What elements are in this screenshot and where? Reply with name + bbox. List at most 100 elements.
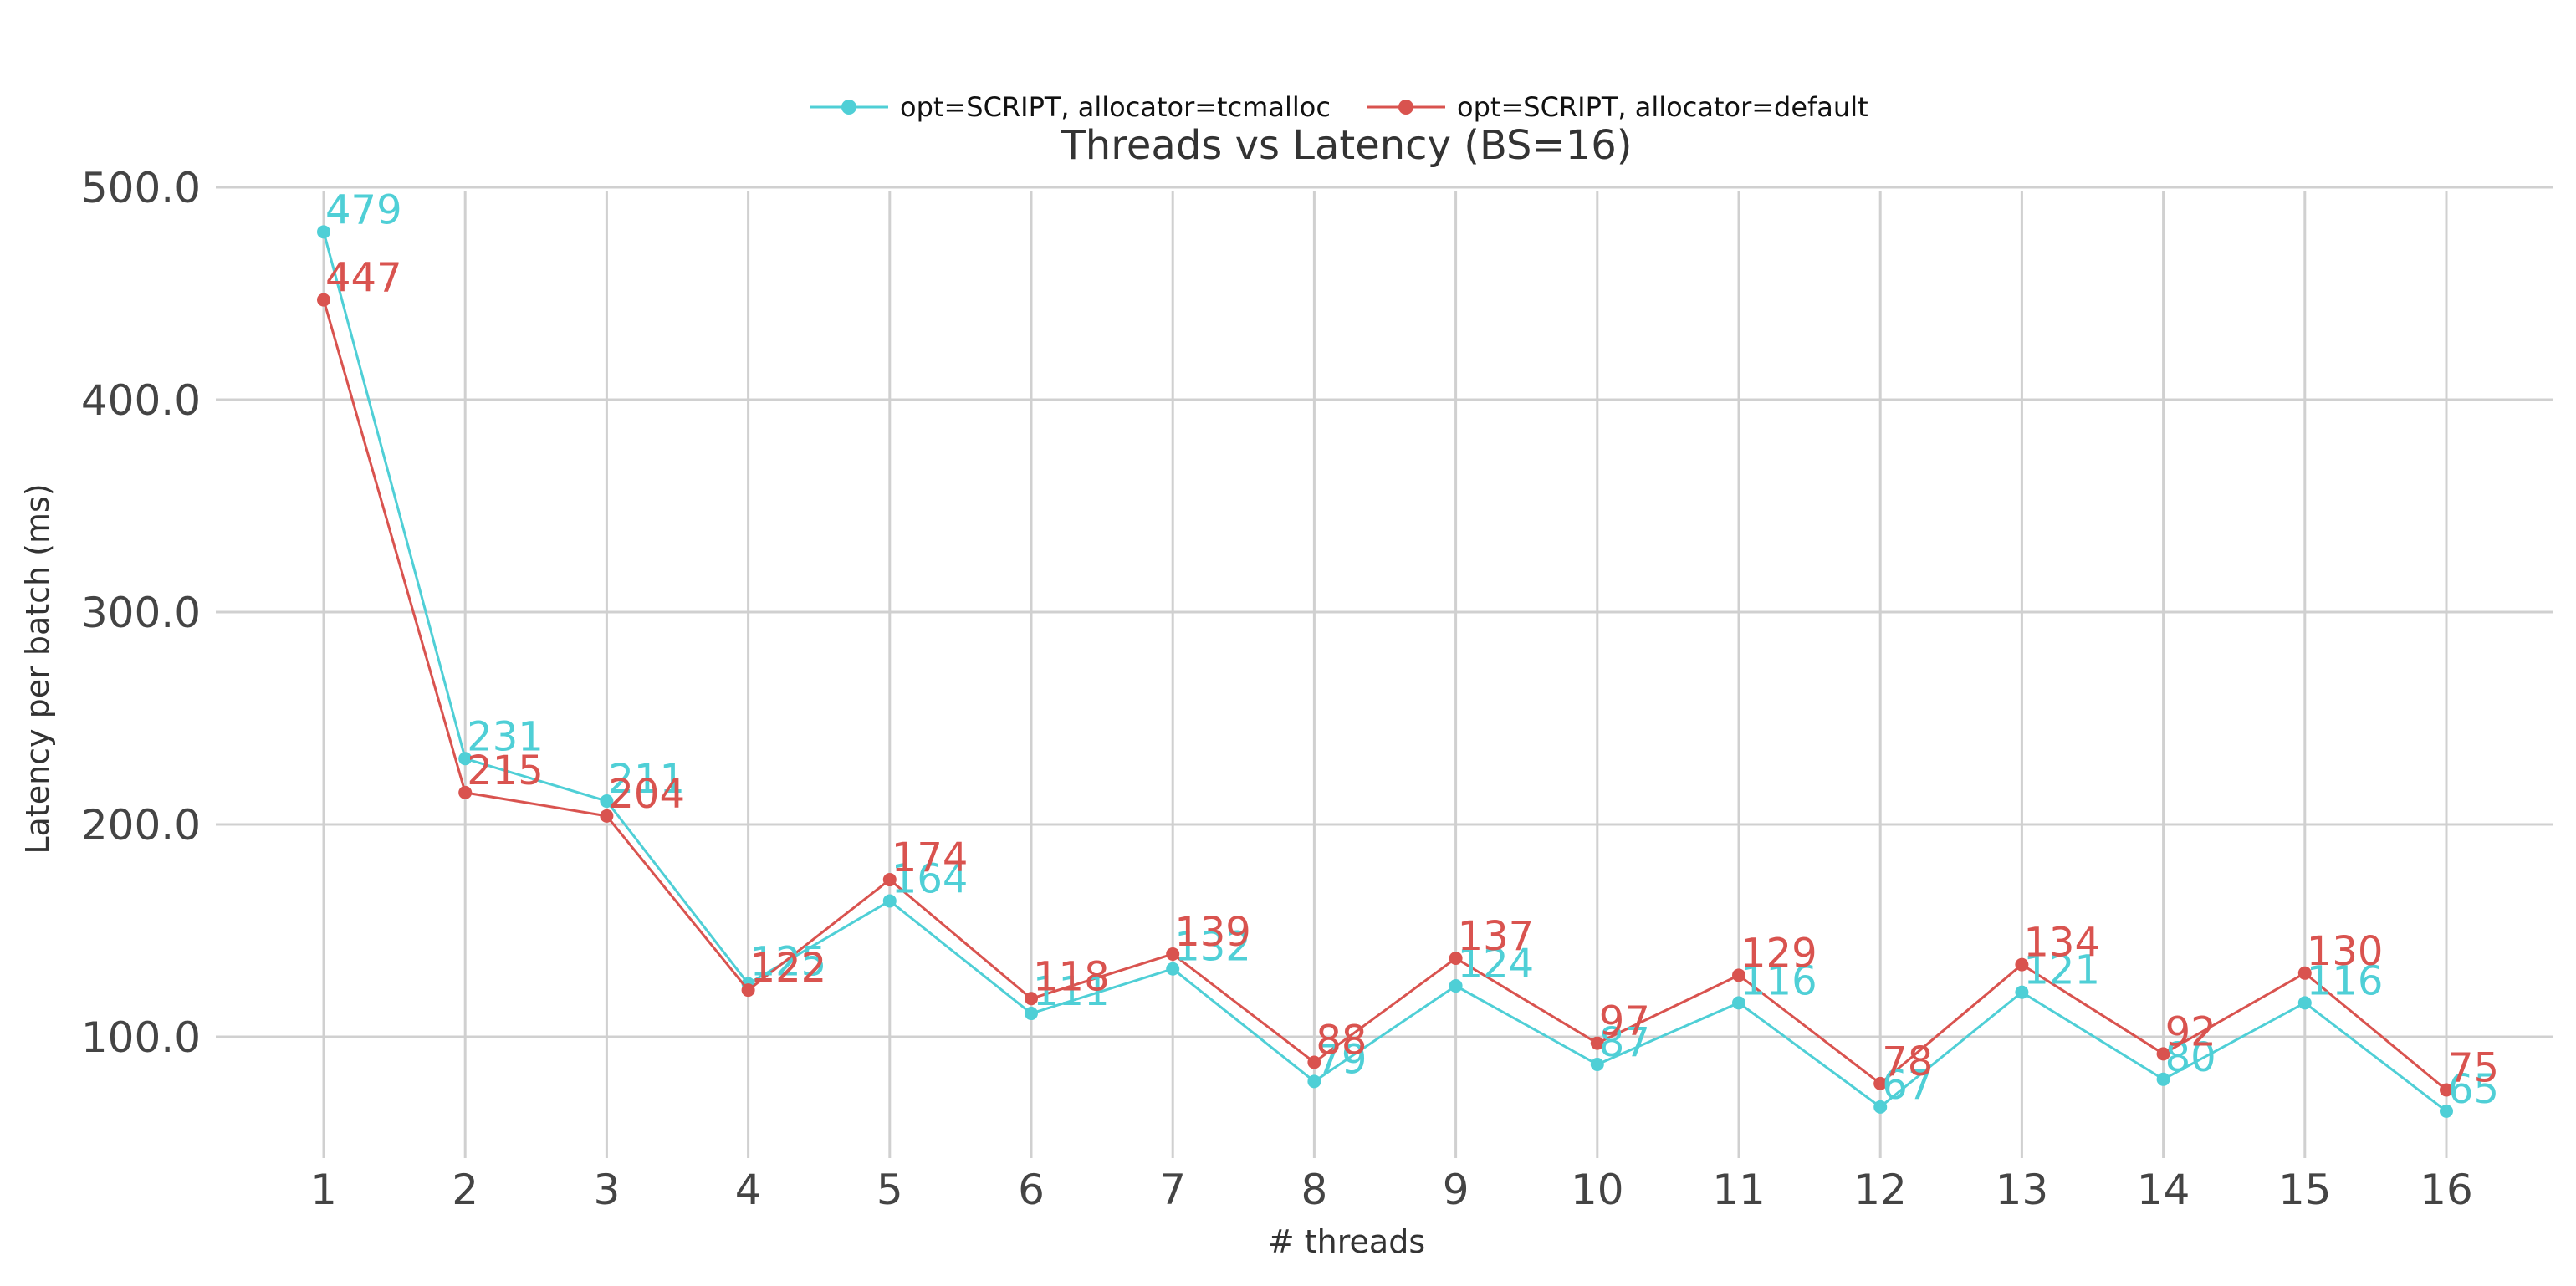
y-tick-label: 500.0: [81, 164, 201, 212]
data-label: 137: [1458, 913, 1535, 960]
data-point: [2297, 996, 2312, 1010]
series-line: [322, 299, 2447, 1091]
data-label: 231: [467, 713, 544, 760]
data-label: 164: [892, 855, 969, 902]
data-point: [882, 873, 897, 887]
data-point: [1166, 947, 1180, 961]
y-tick-label: 300.0: [81, 589, 201, 637]
x-tick-label: 15: [2278, 1166, 2332, 1214]
data-label: 75: [2448, 1045, 2499, 1092]
data-label: 174: [892, 834, 969, 881]
data-label: 130: [2307, 928, 2384, 975]
data-label: 479: [325, 186, 402, 233]
data-labels: 479 231 211 125 164 111 132 79 124 87 116 67 121 80 11…: [325, 186, 2499, 1113]
data-point: [1590, 1058, 1604, 1072]
x-tick-label: 16: [2420, 1166, 2473, 1214]
y-axis-label: Latency per batch (ms): [19, 483, 56, 854]
series-line: [322, 231, 2447, 1113]
data-point: [317, 293, 330, 307]
data-label: 87: [1599, 1019, 1650, 1066]
data-point: [2297, 966, 2312, 980]
legend: opt=SCRIPT, allocator=tcmalloc opt=SCRIP…: [810, 91, 1868, 123]
legend-item-default: opt=SCRIPT, allocator=default: [1367, 91, 1868, 123]
data-label: 129: [1740, 930, 1817, 977]
data-point: [1590, 1036, 1604, 1050]
legend-marker: [841, 100, 856, 115]
data-point: [1449, 979, 1463, 993]
data-label: 67: [1882, 1062, 1933, 1109]
data-label: 97: [1599, 998, 1650, 1045]
data-point: [1732, 996, 1745, 1010]
chart-title: Threads vs Latency (BS=16): [1060, 122, 1632, 169]
x-tick-label: 4: [735, 1166, 762, 1214]
data-label: 122: [750, 945, 827, 992]
grid: [216, 186, 2553, 1158]
data-point: [600, 794, 614, 809]
data-label: 116: [1740, 957, 1817, 1004]
y-tick-label: 400.0: [81, 376, 201, 425]
x-tick-label: 1: [310, 1166, 337, 1214]
x-tick-label: 13: [1996, 1166, 2049, 1214]
data-point: [2015, 957, 2029, 972]
data-label: 121: [2023, 947, 2100, 994]
data-point: [1873, 1076, 1888, 1090]
data-label: 88: [1316, 1017, 1367, 1064]
x-tick-label: 12: [1853, 1166, 1907, 1214]
x-tick-label: 11: [1712, 1166, 1766, 1214]
legend-item-tcmalloc: opt=SCRIPT, allocator=tcmalloc: [810, 91, 1331, 123]
legend-marker: [1398, 100, 1413, 115]
data-point: [1166, 962, 1180, 976]
data-point: [2156, 1072, 2170, 1086]
legend-label: opt=SCRIPT, allocator=default: [1457, 91, 1868, 123]
data-label: 204: [608, 771, 685, 818]
data-point: [458, 752, 473, 766]
data-label: 79: [1316, 1036, 1367, 1083]
x-tick-label: 9: [1443, 1166, 1469, 1214]
data-label: 125: [750, 939, 827, 986]
x-tick-label: 3: [593, 1166, 620, 1214]
x-tick-label: 6: [1018, 1166, 1045, 1214]
data-label: 78: [1882, 1038, 1933, 1085]
data-point: [317, 225, 330, 239]
data-label: 118: [1033, 953, 1110, 1000]
data-point: [1449, 952, 1463, 966]
x-tick-label: 2: [452, 1166, 478, 1214]
series-layer: [317, 225, 2453, 1118]
x-tick-label: 7: [1159, 1166, 1186, 1214]
data-point: [1025, 1007, 1038, 1021]
legend-label: opt=SCRIPT, allocator=tcmalloc: [900, 91, 1331, 123]
data-point: [882, 894, 897, 908]
data-point: [1873, 1100, 1888, 1114]
data-point: [2440, 1083, 2453, 1097]
x-tick-label: 5: [877, 1166, 903, 1214]
data-label: 65: [2448, 1066, 2499, 1113]
series-1: [317, 293, 2453, 1097]
x-tick-label: 10: [1571, 1166, 1624, 1214]
data-label: 134: [2023, 920, 2100, 967]
data-point: [1307, 1055, 1321, 1069]
y-tick-label: 100.0: [81, 1013, 201, 1062]
data-point: [2440, 1104, 2453, 1118]
data-label: 80: [2165, 1034, 2216, 1081]
data-label: 215: [467, 748, 544, 794]
data-point: [2015, 985, 2029, 999]
data-point: [1025, 992, 1038, 1006]
x-axis-label: # threads: [1268, 1223, 1425, 1260]
y-tick-label: 200.0: [81, 801, 201, 850]
data-label: 124: [1458, 941, 1535, 987]
data-label: 132: [1174, 924, 1251, 971]
x-tick-label: 14: [2137, 1166, 2190, 1214]
data-point: [458, 785, 473, 799]
data-point: [600, 809, 614, 823]
data-label: 111: [1033, 968, 1110, 1015]
series-0: [317, 225, 2453, 1118]
data-point: [1732, 968, 1745, 982]
data-point: [741, 983, 755, 998]
data-label: 447: [325, 255, 402, 302]
data-label: 92: [2165, 1008, 2216, 1055]
data-label: 211: [608, 756, 685, 803]
data-point: [2156, 1047, 2170, 1061]
data-point: [1307, 1074, 1321, 1089]
